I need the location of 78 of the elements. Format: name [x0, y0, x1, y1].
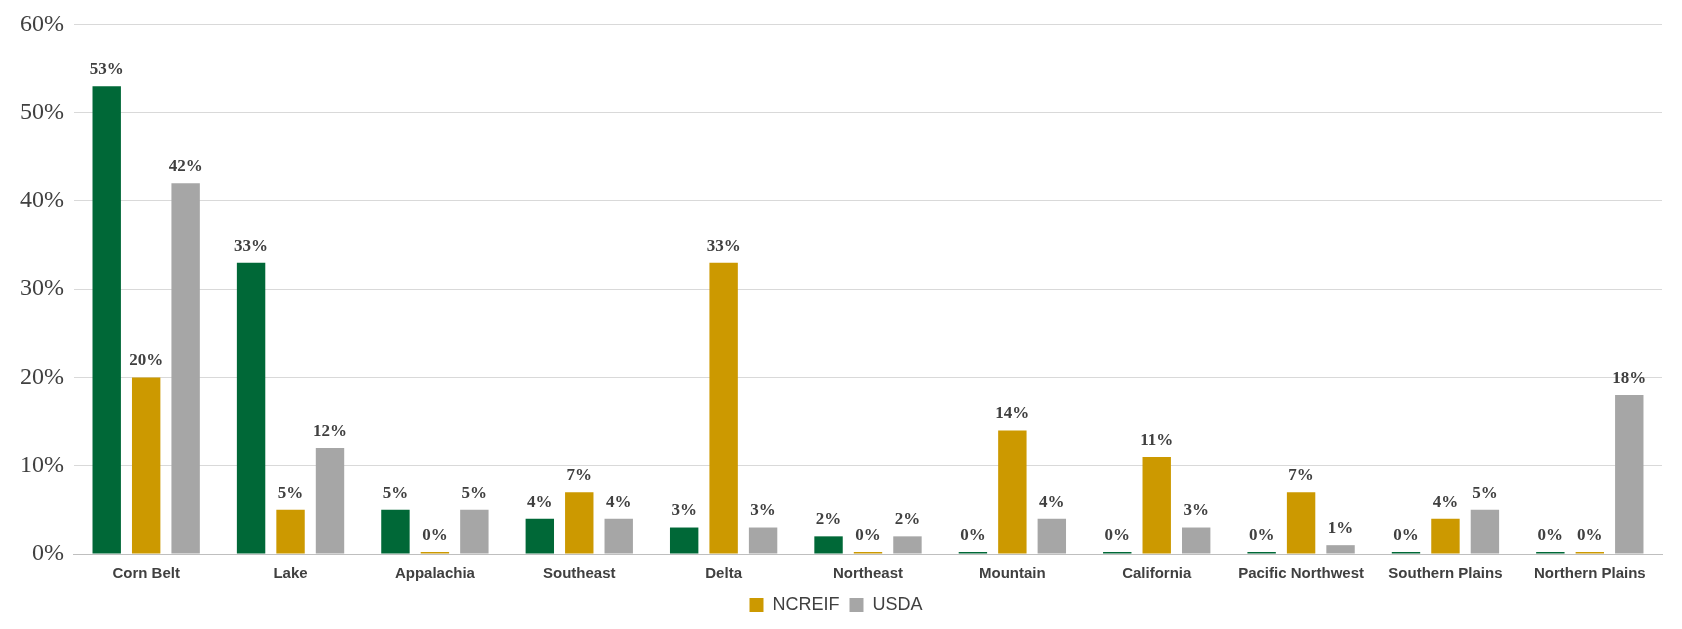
data-label: 4% [1432, 491, 1459, 511]
x-tick-label: California [1122, 564, 1192, 582]
data-label: 18% [1612, 368, 1647, 388]
data-label: 0% [422, 524, 448, 544]
data-label: 5% [382, 482, 409, 502]
bar [1181, 527, 1211, 554]
bar [315, 448, 345, 554]
bar [748, 527, 778, 554]
data-label: 2% [815, 509, 842, 529]
data-label: 53% [89, 59, 124, 79]
bar [1037, 518, 1067, 554]
data-label: 5% [277, 482, 304, 502]
data-label: 42% [168, 156, 203, 176]
data-label: 0% [1577, 524, 1603, 544]
data-label: 0% [1537, 524, 1564, 544]
bar [604, 518, 633, 554]
bar [1615, 395, 1644, 554]
data-label: 0% [1393, 524, 1419, 544]
data-label: 7% [1288, 465, 1314, 485]
data-label: 0% [960, 524, 986, 544]
x-tick-label: Delta [705, 564, 743, 582]
data-label: 5% [1472, 482, 1498, 502]
bar [669, 527, 699, 554]
data-label: 3% [1183, 500, 1209, 520]
bar [565, 492, 594, 554]
bar [893, 536, 922, 554]
bar [92, 86, 121, 554]
x-tick-label: Lake [273, 564, 308, 582]
y-tick-label: 0% [31, 539, 64, 566]
data-label: 0% [1248, 524, 1275, 544]
data-label: 20% [129, 350, 164, 370]
x-tick-label: Appalachia [394, 564, 476, 582]
bar [814, 536, 843, 554]
x-tick-label: Mountain [979, 564, 1046, 582]
data-label: 12% [313, 420, 347, 440]
x-tick-label: Southern Plains [1388, 564, 1503, 582]
y-tick-label: 40% [19, 186, 64, 213]
bar [171, 183, 200, 554]
bar [709, 262, 738, 554]
data-label: 14% [995, 403, 1030, 423]
y-tick-label: 50% [19, 97, 64, 124]
data-label: 33% [706, 235, 741, 255]
bar [525, 518, 555, 554]
x-tick-label: Southeast [543, 564, 616, 582]
y-tick-label: 10% [19, 451, 64, 478]
legend-label: NCREIF [772, 593, 840, 614]
bar [236, 262, 266, 554]
bar [381, 509, 410, 554]
bar [1142, 456, 1171, 554]
y-tick-label: 20% [19, 362, 64, 389]
bar [1431, 518, 1460, 554]
data-label: 3% [750, 500, 776, 520]
bar [131, 377, 161, 554]
data-label: 11% [1140, 429, 1174, 449]
legend-label: USDA [872, 593, 923, 614]
data-label: 1% [1327, 518, 1354, 538]
data-label: 7% [566, 465, 593, 485]
data-label: 5% [461, 482, 488, 502]
data-label: 4% [1039, 491, 1065, 511]
data-label: 3% [671, 500, 697, 520]
bar [1470, 509, 1500, 554]
bar [276, 509, 305, 554]
x-tick-label: Northeast [832, 564, 904, 582]
bar [1326, 545, 1355, 554]
bar [1286, 492, 1316, 554]
data-label: 33% [234, 235, 269, 255]
y-tick-label: 30% [19, 274, 64, 301]
x-tick-label: Corn Belt [112, 564, 180, 582]
data-label: 2% [894, 509, 921, 529]
bar [460, 509, 489, 554]
bar [998, 430, 1027, 554]
x-tick-label: Pacific Northwest [1238, 564, 1365, 582]
data-label: 4% [527, 491, 553, 511]
data-label: 4% [605, 491, 632, 511]
x-tick-label: Northern Plains [1533, 564, 1646, 582]
data-label: 0% [1104, 524, 1131, 544]
data-label: 0% [855, 524, 881, 544]
y-tick-label: 60% [19, 9, 64, 36]
